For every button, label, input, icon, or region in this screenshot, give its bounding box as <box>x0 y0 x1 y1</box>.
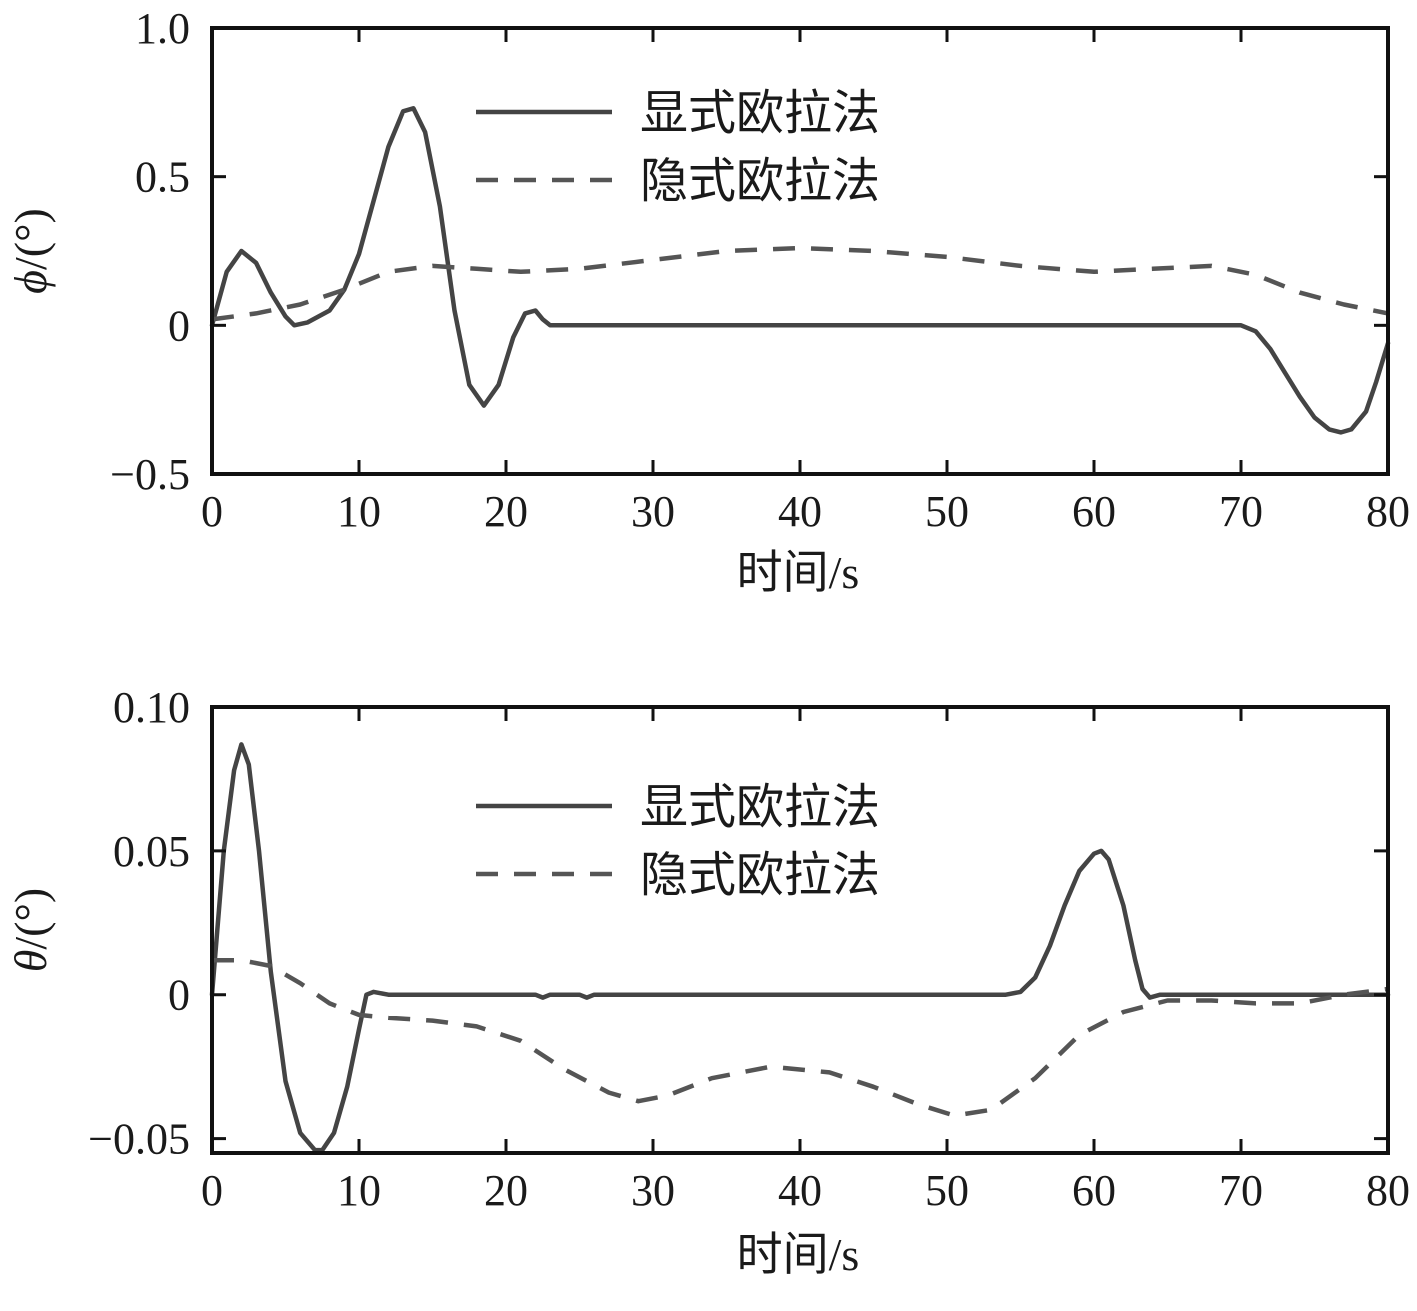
x-tick-label: 80 <box>1366 487 1410 536</box>
y-tick-label: −0.5 <box>110 450 190 499</box>
y-axis-symbol: ϕ <box>5 270 56 294</box>
y-tick-label: −0.05 <box>88 1115 190 1164</box>
x-tick-label: 40 <box>778 487 822 536</box>
x-tick-label: 70 <box>1219 1166 1263 1215</box>
x-tick-label: 20 <box>484 487 528 536</box>
x-tick-label: 0 <box>201 487 223 536</box>
y-axis-symbol: θ <box>5 950 56 973</box>
y-tick-label: 1.0 <box>135 4 190 53</box>
x-tick-label: 40 <box>778 1166 822 1215</box>
y-tick-label: 0.05 <box>113 827 190 876</box>
x-tick-label: 0 <box>201 1166 223 1215</box>
legend-label-explicit-euler: 显式欧拉法 <box>640 87 880 140</box>
y-tick-label: 0 <box>168 971 190 1020</box>
legend-label-implicit-euler: 隐式欧拉法 <box>640 155 880 208</box>
x-tick-label: 60 <box>1072 1166 1116 1215</box>
series-line-implicit-euler <box>211 245 1389 322</box>
x-tick-label: 70 <box>1219 487 1263 536</box>
x-tick-label: 60 <box>1072 487 1116 536</box>
x-tick-label: 30 <box>631 487 675 536</box>
x-tick-label: 50 <box>925 487 969 536</box>
series-line-implicit-euler <box>212 957 1389 1118</box>
x-tick-label: 80 <box>1366 1166 1410 1215</box>
x-tick-label: 10 <box>337 487 381 536</box>
y-axis-label: ϕ/(°) <box>5 208 56 294</box>
x-tick-label: 20 <box>484 1166 528 1215</box>
y-tick-label: 0.10 <box>113 683 190 732</box>
plot-frame <box>210 705 1390 1155</box>
y-axis-unit: /(°) <box>5 208 56 270</box>
legend-label-explicit-euler: 显式欧拉法 <box>640 781 880 834</box>
chart-panel-1: 0 10 20 30 40 50 60 70 80−0.500.51.0时间/sϕ/(°)显式欧… <box>5 4 1410 598</box>
chart-panel-2: 0 10 20 30 40 50 60 70 80−0.0500.050.10时间/sθ/(°)… <box>5 683 1410 1280</box>
x-tick-label: 30 <box>631 1166 675 1215</box>
x-axis-label: 时间/s <box>737 547 860 598</box>
series-line-explicit-euler <box>209 106 1391 435</box>
x-tick-label: 10 <box>337 1166 381 1215</box>
x-tick-label: 50 <box>925 1166 969 1215</box>
legend-label-implicit-euler: 隐式欧拉法 <box>640 849 880 902</box>
y-tick-label: 0 <box>168 301 190 350</box>
y-axis-label: θ/(°) <box>5 888 56 972</box>
x-axis-label: 时间/s <box>737 1229 860 1280</box>
y-tick-label: 0.5 <box>135 153 190 202</box>
series-line-explicit-euler <box>209 742 1391 1153</box>
y-axis-unit: /(°) <box>5 888 56 950</box>
